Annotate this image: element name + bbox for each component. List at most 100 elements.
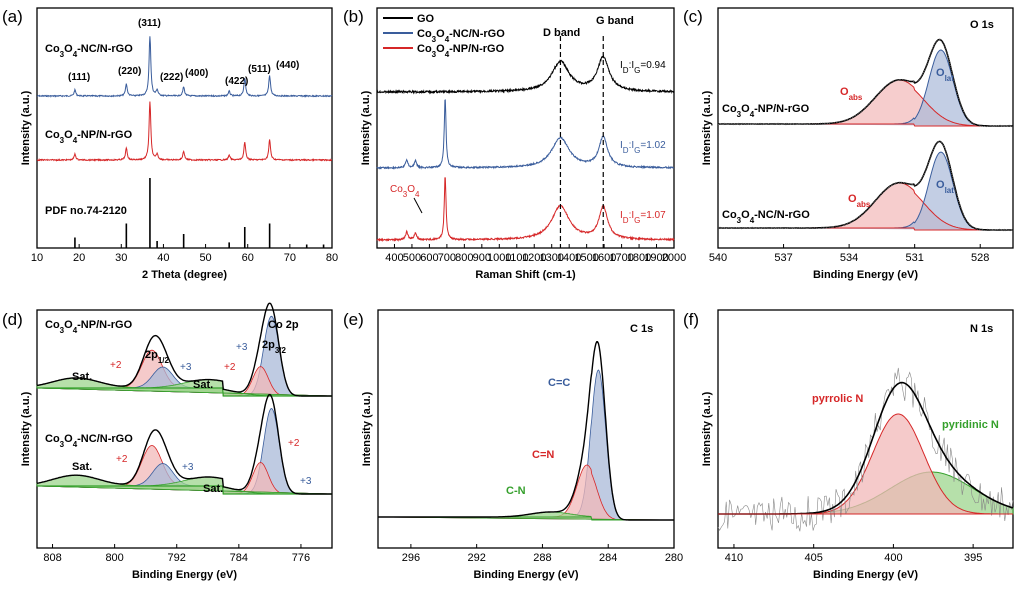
- x-tick-label: 900: [473, 252, 491, 264]
- oabs-fill: [718, 80, 1013, 126]
- x-axis-label: Binding Energy (eV): [813, 569, 918, 581]
- x-axis-label: 2 Theta (degree): [142, 269, 227, 281]
- oxidation-label: +3: [236, 342, 248, 353]
- c1s-component: [377, 464, 675, 521]
- oxidation-label: +3: [180, 362, 192, 373]
- x-tick-label: 280: [665, 552, 683, 564]
- panel-e: 296 292 288 284 280: [377, 309, 683, 564]
- plot-frame: [376, 7, 675, 249]
- x-tick-label: 531: [905, 252, 923, 264]
- ratio-go: ID:IG=0.94: [620, 60, 666, 75]
- x-tick-label: 784: [230, 552, 248, 564]
- x-tick-label: 528: [971, 252, 989, 264]
- x-tick-label: 1600: [592, 252, 616, 264]
- title-c1s: C 1s: [630, 323, 653, 335]
- x-tick-label: 50: [199, 252, 211, 264]
- panel-label-c: (c): [683, 7, 703, 26]
- c1s-component: [377, 369, 675, 521]
- envelope: [36, 393, 332, 495]
- title-n1s: N 1s: [970, 323, 993, 335]
- x-tick-label: 288: [533, 552, 551, 564]
- x-tick-label: 600: [420, 252, 438, 264]
- x-tick-label: 1900: [644, 252, 668, 264]
- oabs-label-nc: Oabs: [848, 193, 871, 209]
- x-tick-label: 2000: [662, 252, 686, 264]
- x-tick-label: 400: [884, 552, 902, 564]
- title-o1s: O 1s: [970, 19, 994, 31]
- peak-label: (111): [68, 72, 90, 83]
- peak-label: (400): [185, 68, 208, 79]
- legend-entry: Co3O4-NP/N-rGO: [417, 43, 505, 59]
- x-tick-label: 1000: [487, 252, 511, 264]
- x-tick-label: 500: [403, 252, 421, 264]
- plot-frame: [377, 309, 675, 549]
- ratio-nc: ID:IG=1.02: [620, 140, 666, 155]
- x-tick-label: 10: [31, 252, 43, 264]
- plot-frame: [717, 7, 1014, 249]
- x-tick-label: 1700: [609, 252, 633, 264]
- panel-label-a: (a): [2, 7, 23, 26]
- peak-label: (222): [160, 72, 183, 83]
- x-tick-label: 537: [774, 252, 792, 264]
- annotation-arrow: [413, 197, 423, 214]
- panel-d: 808 800 792 784 776: [36, 309, 333, 564]
- plot-frame: [717, 309, 1014, 549]
- cn-double-label: C=N: [532, 449, 554, 461]
- oabs-fill: [718, 182, 1013, 230]
- series-go-line: [376, 54, 675, 95]
- series-np-name: Co3O4-NP/N-rGO: [722, 103, 810, 119]
- x-tick-label: 1400: [557, 252, 581, 264]
- oxidation-label: +2: [110, 360, 122, 371]
- oxidation-label: +2: [224, 362, 236, 373]
- plot-frame: [36, 7, 333, 249]
- peak-label: (220): [118, 66, 141, 77]
- x-tick-label: 534: [840, 252, 858, 264]
- panel-a: 10 20 30 40 50 60 70 80: [31, 7, 338, 264]
- series-nc-line: [376, 99, 675, 170]
- x-tick-label: 792: [168, 552, 186, 564]
- x-tick-label: 410: [725, 552, 743, 564]
- ratio-np: ID:IG=1.07: [620, 210, 666, 225]
- peak-label: (311): [138, 18, 161, 29]
- peak-label: (422): [225, 76, 248, 87]
- plot-frame: [36, 309, 333, 549]
- raw-data: [717, 38, 1014, 128]
- envelope: [378, 340, 674, 521]
- olat-fill: [718, 152, 1013, 230]
- x-tick-label: 292: [467, 552, 485, 564]
- series-np-name: Co3O4-NP/N-rGO: [45, 319, 133, 335]
- cc-label: C=C: [548, 377, 570, 389]
- d-band-label: D band: [543, 27, 580, 39]
- x-tick-label: 1200: [522, 252, 546, 264]
- oxidation-label: +3: [300, 476, 312, 487]
- envelope: [36, 302, 332, 397]
- pyrrolic-label: pyrrolic N: [812, 393, 863, 405]
- cn-single-label: C-N: [506, 485, 526, 497]
- x-tick-label: 776: [292, 552, 310, 564]
- g-band-label: G band: [596, 15, 634, 27]
- x-axis-label: Binding Energy (eV): [473, 569, 578, 581]
- panel-label-e: (e): [343, 310, 364, 329]
- label-2p32: 2p3/2: [262, 339, 287, 355]
- series-np-name: Co3O4-NP/N-rGO: [45, 129, 133, 145]
- oxidation-label: +3: [182, 462, 194, 473]
- x-tick-label: 800: [455, 252, 473, 264]
- series-nc-name: Co3O4-NC/N-rGO: [45, 433, 133, 449]
- y-axis-label: Intensity (a.u.): [360, 90, 372, 165]
- peak-label: (511): [248, 64, 271, 75]
- x-tick-label: 60: [242, 252, 254, 264]
- series-np-line: [36, 101, 333, 163]
- x-tick-label: 395: [964, 552, 982, 564]
- olat-fill: [718, 50, 1013, 126]
- pdf-card-label: PDF no.74-2120: [45, 205, 127, 217]
- x-tick-label: 400: [385, 252, 403, 264]
- peak-label: (440): [276, 60, 299, 71]
- x-tick-label: 700: [438, 252, 456, 264]
- legend-entry: Co3O4-NC/N-rGO: [417, 28, 505, 44]
- x-tick-label: 1800: [627, 252, 651, 264]
- c1s-component: [377, 511, 675, 521]
- olat-label-nc: Olat: [936, 179, 954, 195]
- x-axis-label: Binding Energy (eV): [813, 269, 918, 281]
- co3o4-annotation: Co3O4: [390, 184, 420, 199]
